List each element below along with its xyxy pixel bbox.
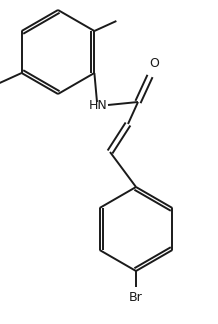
Text: Br: Br xyxy=(129,291,143,304)
Text: HN: HN xyxy=(89,99,107,112)
Text: O: O xyxy=(149,57,159,70)
